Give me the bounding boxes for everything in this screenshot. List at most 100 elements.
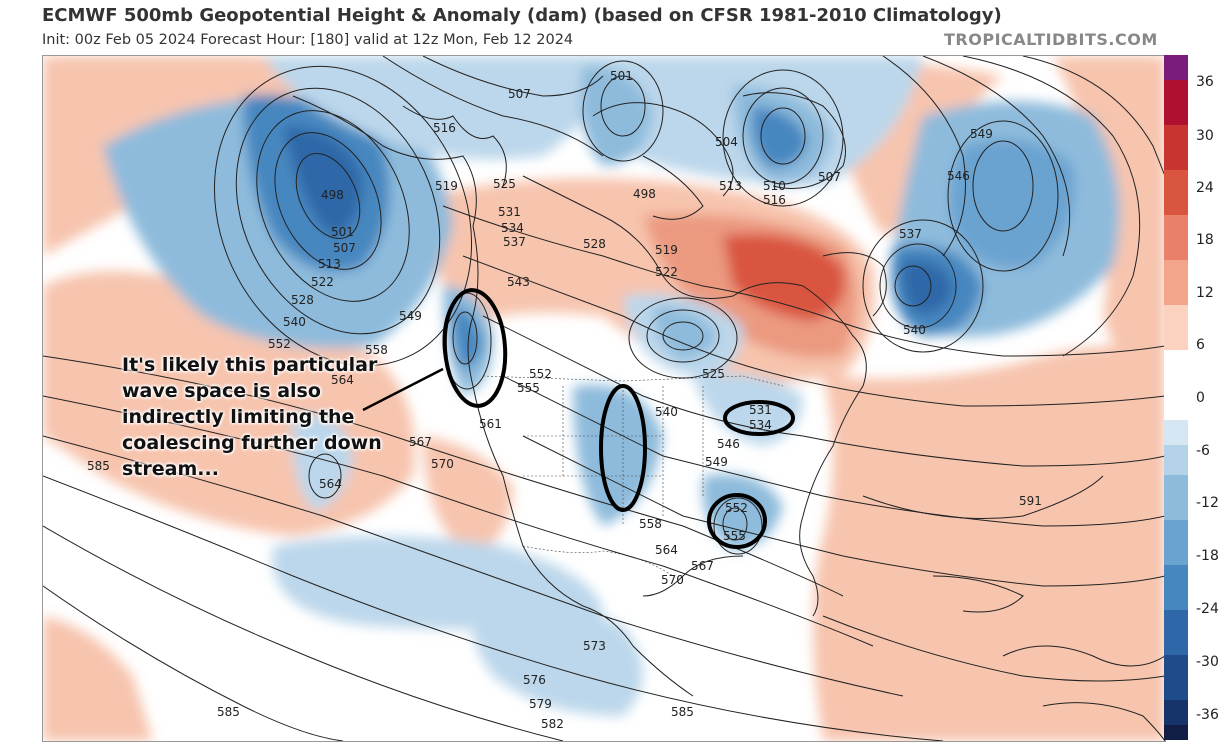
colorbar-swatch	[1164, 725, 1188, 740]
colorbar-swatch	[1164, 475, 1188, 520]
contour-label: 567	[409, 435, 432, 449]
contour-label: 540	[283, 315, 306, 329]
map-subtitle: Init: 00z Feb 05 2024 Forecast Hour: [18…	[42, 32, 574, 48]
contour-label: 567	[691, 559, 714, 573]
contour-label: 498	[633, 187, 656, 201]
colorbar-swatch	[1164, 520, 1188, 565]
brand-watermark[interactable]: TROPICALTIDBITS.COM	[944, 30, 1158, 49]
contour-label: 498	[321, 188, 344, 202]
colorbar-swatch	[1164, 170, 1188, 215]
contour-label: 543	[507, 275, 530, 289]
contour-label: 552	[268, 337, 291, 351]
contour-label: 561	[479, 417, 502, 431]
annotation-arrow	[362, 367, 444, 412]
contour-label: 564	[319, 477, 342, 491]
contour-label: 555	[517, 381, 540, 395]
colorbar-tick: 6	[1196, 337, 1205, 353]
contour-labels: 501 507 504 507 516 519 525 531 534 537 …	[87, 69, 1042, 731]
contour-label: 519	[435, 179, 458, 193]
colorbar-tick: -24	[1196, 601, 1219, 617]
contour-label: 552	[725, 501, 748, 515]
contour-label: 585	[87, 459, 110, 473]
contour-label: 507	[333, 241, 356, 255]
annotation-ellipse-southeast	[707, 493, 767, 549]
annotation-line: wave space is also	[122, 380, 321, 402]
contour-label: 576	[523, 673, 546, 687]
colorbar-swatch	[1164, 215, 1188, 260]
colorbar-tick: 30	[1196, 128, 1214, 144]
contour-label: 573	[583, 639, 606, 653]
contour-label: 537	[899, 227, 922, 241]
contour-label: 564	[655, 543, 678, 557]
colorbar-swatch	[1164, 610, 1188, 655]
colorbar-swatch	[1164, 55, 1188, 80]
contour-label: 531	[498, 205, 521, 219]
contour-label: 582	[541, 717, 564, 731]
contour-label: 516	[433, 121, 456, 135]
contour-label: 558	[365, 343, 388, 357]
contour-label: 507	[818, 170, 841, 184]
colorbar-swatch	[1164, 125, 1188, 170]
contour-label: 546	[947, 169, 970, 183]
contour-label: 534	[749, 418, 772, 432]
annotation-line: coalescing further down	[122, 432, 382, 454]
colorbar-swatch	[1164, 305, 1188, 350]
contour-label: 513	[318, 257, 341, 271]
colorbar-swatch	[1164, 655, 1188, 700]
contour-label: 534	[501, 221, 524, 235]
contour-label: 570	[431, 457, 454, 471]
colorbar-tick: -12	[1196, 495, 1219, 511]
colorbar-tick: 12	[1196, 285, 1214, 301]
map-canvas: 501 507 504 507 516 519 525 531 534 537 …	[43, 56, 1165, 741]
anomaly-shading	[43, 56, 1165, 741]
annotation-line: It's likely this particular	[122, 354, 378, 376]
contour-label: 564	[331, 373, 354, 387]
contour-label: 549	[399, 309, 422, 323]
colorbar-tick: -6	[1196, 443, 1210, 459]
contour-label: 552	[529, 367, 552, 381]
colorbar-swatch	[1164, 260, 1188, 305]
contour-label: 549	[705, 455, 728, 469]
colorbar-swatch	[1164, 700, 1188, 725]
weather-map: 501 507 504 507 516 519 525 531 534 537 …	[42, 55, 1166, 742]
annotation-ellipse-west-coast	[442, 288, 508, 408]
annotation-ellipse-plains	[599, 384, 647, 512]
contour-label: 501	[331, 225, 354, 239]
contour-label: 525	[702, 367, 725, 381]
contour-label: 528	[291, 293, 314, 307]
contour-label: 540	[655, 405, 678, 419]
contour-label: 519	[655, 243, 678, 257]
contour-label: 531	[749, 403, 772, 417]
contour-label: 525	[493, 177, 516, 191]
contour-label: 507	[508, 87, 531, 101]
contour-label: 510	[763, 179, 786, 193]
colorbar	[1164, 55, 1188, 740]
annotation-marks	[362, 288, 795, 549]
contour-label: 546	[717, 437, 740, 451]
contour-label: 504	[715, 135, 738, 149]
contour-label: 579	[529, 697, 552, 711]
map-title: ECMWF 500mb Geopotential Height & Anomal…	[42, 5, 1002, 26]
height-contours	[43, 56, 1165, 741]
contour-label: 555	[723, 529, 746, 543]
contour-label: 558	[639, 517, 662, 531]
contour-label: 549	[970, 127, 993, 141]
colorbar-swatch	[1164, 350, 1188, 420]
annotation-line: stream...	[122, 458, 219, 480]
contour-label: 513	[719, 179, 742, 193]
contour-label: 522	[311, 275, 334, 289]
contour-label: 570	[661, 573, 684, 587]
colorbar-swatch	[1164, 80, 1188, 125]
colorbar-tick: 36	[1196, 74, 1214, 90]
annotation-line: indirectly limiting the	[122, 406, 355, 428]
contour-label: 528	[583, 237, 606, 251]
colorbar-tick: 18	[1196, 232, 1214, 248]
contour-label: 591	[1019, 494, 1042, 508]
colorbar-tick: -30	[1196, 654, 1219, 670]
contour-label: 585	[671, 705, 694, 719]
colorbar-tick: 0	[1196, 390, 1205, 406]
contour-label: 585	[217, 705, 240, 719]
colorbar-swatch	[1164, 565, 1188, 610]
colorbar-tick: 24	[1196, 180, 1214, 196]
contour-label: 501	[610, 69, 633, 83]
